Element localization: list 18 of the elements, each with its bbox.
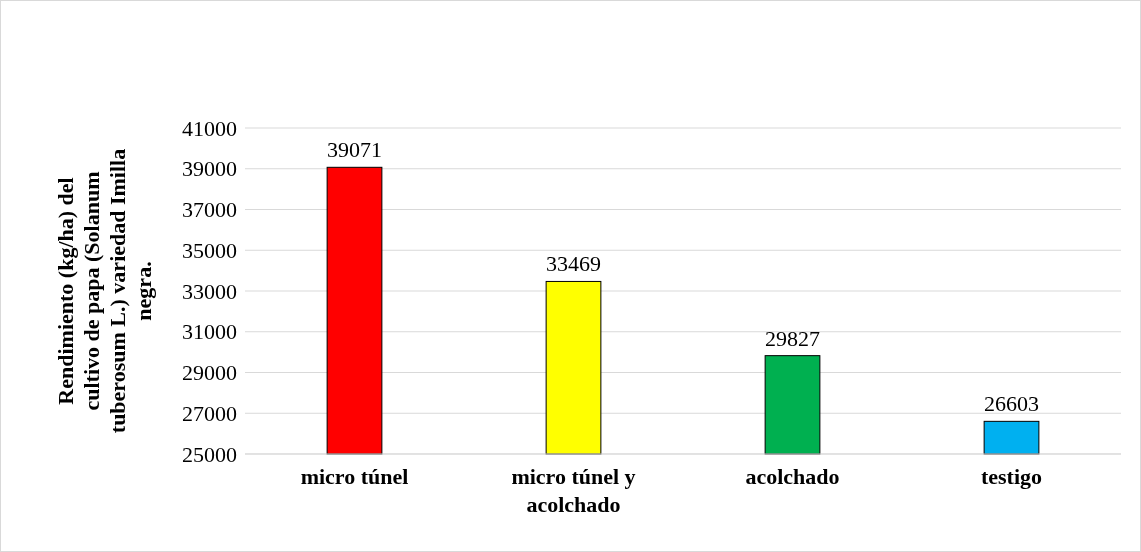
y-tick-label: 27000	[182, 400, 237, 426]
y-tick-label: 37000	[182, 197, 237, 223]
data-label: 39071	[327, 137, 382, 163]
y-tick-label: 29000	[182, 360, 237, 386]
data-label: 26603	[984, 391, 1039, 417]
y-tick-label: 33000	[182, 278, 237, 304]
x-tick-label: acolchado	[745, 464, 840, 489]
y-tick-label: 31000	[182, 319, 237, 345]
data-label: 29827	[765, 325, 820, 351]
y-tick-label: 35000	[182, 237, 237, 263]
x-tick-label: micro túnel	[300, 464, 409, 489]
data-label: 33469	[546, 251, 601, 277]
y-axis-title: Rendimiento (kg/ha) del cultivo de papa (Solanum tuberosum L.) variedad Imilla negra.	[53, 148, 156, 434]
x-tick-label: testigo	[980, 464, 1043, 489]
x-tick-label: micro túnel y acolchado	[511, 464, 636, 517]
y-tick-label: 39000	[182, 156, 237, 182]
y-tick-label: 25000	[182, 441, 237, 467]
y-tick-label: 41000	[182, 115, 237, 141]
